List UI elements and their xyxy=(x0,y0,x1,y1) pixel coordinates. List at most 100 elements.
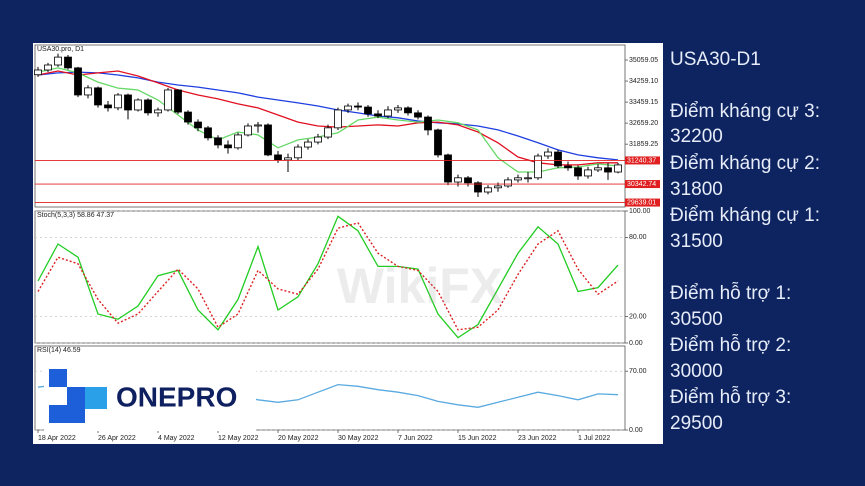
indicator-line xyxy=(37,222,619,331)
candle-body xyxy=(94,87,102,106)
x-tick-label: 7 Jun 2022 xyxy=(398,435,433,442)
candle-body xyxy=(484,187,492,193)
logo-square xyxy=(49,369,67,387)
panel-frame xyxy=(34,44,626,208)
moving-average xyxy=(37,71,619,161)
candle-body xyxy=(304,141,312,148)
x-tick-label: 30 May 2022 xyxy=(338,435,379,442)
candle-body xyxy=(134,99,142,111)
level-name: Điểm kháng cự 2: xyxy=(670,153,820,174)
candle-body xyxy=(114,94,122,109)
level-value: 31500 xyxy=(670,231,723,252)
y-tick-label: 20.00 xyxy=(629,313,647,320)
logo-square xyxy=(49,405,67,423)
candle-body xyxy=(464,177,472,184)
panel-title: RSI(14) 46.59 xyxy=(37,347,81,354)
candle-body xyxy=(314,136,322,143)
candle-body xyxy=(514,177,522,181)
candle-body xyxy=(104,104,112,109)
candle-body xyxy=(364,106,372,115)
candle-body xyxy=(174,89,182,113)
logo-square xyxy=(67,405,85,423)
level-value: 31800 xyxy=(670,179,723,200)
candle-body xyxy=(74,67,82,96)
candle-body xyxy=(404,107,412,114)
candle-body xyxy=(184,111,192,123)
y-tick-label: 32659.20 xyxy=(629,120,658,127)
candle-body xyxy=(424,116,432,131)
candle-body xyxy=(334,109,342,129)
x-tick-label: 18 Apr 2022 xyxy=(38,435,76,442)
side-panel: USA30-D1 Điểm kháng cự 3: 32200 Điểm kháng… xyxy=(670,49,820,434)
candle-body xyxy=(564,165,572,169)
candle-body xyxy=(534,155,542,179)
level-tag xyxy=(625,156,660,165)
x-tick-label: 26 Apr 2022 xyxy=(98,435,136,442)
candle-body xyxy=(394,107,402,111)
level-label: 31240.37 xyxy=(627,157,656,164)
y-tick-label: 35059.05 xyxy=(629,57,658,64)
level-value: 29500 xyxy=(670,413,723,434)
candle-body xyxy=(84,87,92,96)
candle-body xyxy=(604,167,612,173)
candle-body xyxy=(614,164,622,173)
x-tick-label: 15 Jun 2022 xyxy=(458,435,497,442)
y-tick-label: 34259.10 xyxy=(629,78,658,85)
level-tag xyxy=(625,198,660,207)
candle-body xyxy=(284,157,292,161)
candle-body xyxy=(354,105,362,108)
candle-body xyxy=(264,124,272,156)
candle-body xyxy=(44,64,52,71)
x-tick-label: 23 Jun 2022 xyxy=(518,435,557,442)
y-tick-label: 0.00 xyxy=(629,427,643,434)
indicator-line xyxy=(37,215,619,339)
x-tick-label: 4 May 2022 xyxy=(158,435,195,442)
logo-square xyxy=(67,387,85,405)
candle-body xyxy=(244,125,252,136)
candle-body xyxy=(594,167,602,171)
candle-body xyxy=(444,154,452,183)
level-name: Điểm hỗ trợ 1: xyxy=(670,282,791,304)
y-tick-label: 70.00 xyxy=(629,368,647,375)
candle-body xyxy=(414,112,422,118)
candle-body xyxy=(434,129,442,156)
level-label: 30342.74 xyxy=(627,181,656,188)
candle-body xyxy=(254,124,262,127)
candle-body xyxy=(454,177,462,183)
charts: USA30.pro, D1 35059.05 34259.10 33459.15 326… xyxy=(34,44,660,442)
candle-body xyxy=(164,89,172,111)
candle-body xyxy=(64,56,72,69)
level-name: Điểm kháng cự 3: xyxy=(670,101,820,122)
level-value: 30500 xyxy=(670,309,723,330)
y-tick-label: 100.00 xyxy=(629,208,651,215)
candle-body xyxy=(554,151,562,167)
candle-body xyxy=(374,113,382,117)
candle-body xyxy=(384,109,392,117)
panel-title: USA30.pro, D1 xyxy=(37,46,84,53)
logo-text: ONEPRO xyxy=(116,381,237,412)
level-name: Điểm hỗ trợ 3: xyxy=(670,386,791,408)
candle-body xyxy=(574,167,582,177)
candle-body xyxy=(294,146,302,159)
x-tick-label: 12 May 2022 xyxy=(218,435,259,442)
level-name: Điểm hỗ trợ 2: xyxy=(670,334,791,356)
y-tick-label: 80.00 xyxy=(629,234,647,241)
side-title: USA30-D1 xyxy=(670,49,761,70)
candle-body xyxy=(54,56,62,66)
candle-body xyxy=(324,127,332,138)
logo: ONEPRO xyxy=(44,365,256,431)
candle-body xyxy=(154,109,162,114)
x-tick-label: 1 Jul 2022 xyxy=(578,435,610,442)
y-tick-label: 0.00 xyxy=(629,340,643,347)
candle-body xyxy=(474,182,482,193)
level-value: 32200 xyxy=(670,126,723,147)
y-tick-label: 31859.25 xyxy=(629,141,658,148)
candle-body xyxy=(274,154,282,161)
candle-body xyxy=(204,127,212,139)
level-label: 29639.01 xyxy=(627,199,656,206)
candle-body xyxy=(544,151,552,157)
logo-square xyxy=(85,387,107,409)
candle-body xyxy=(194,121,202,129)
level-value: 30000 xyxy=(670,361,723,382)
